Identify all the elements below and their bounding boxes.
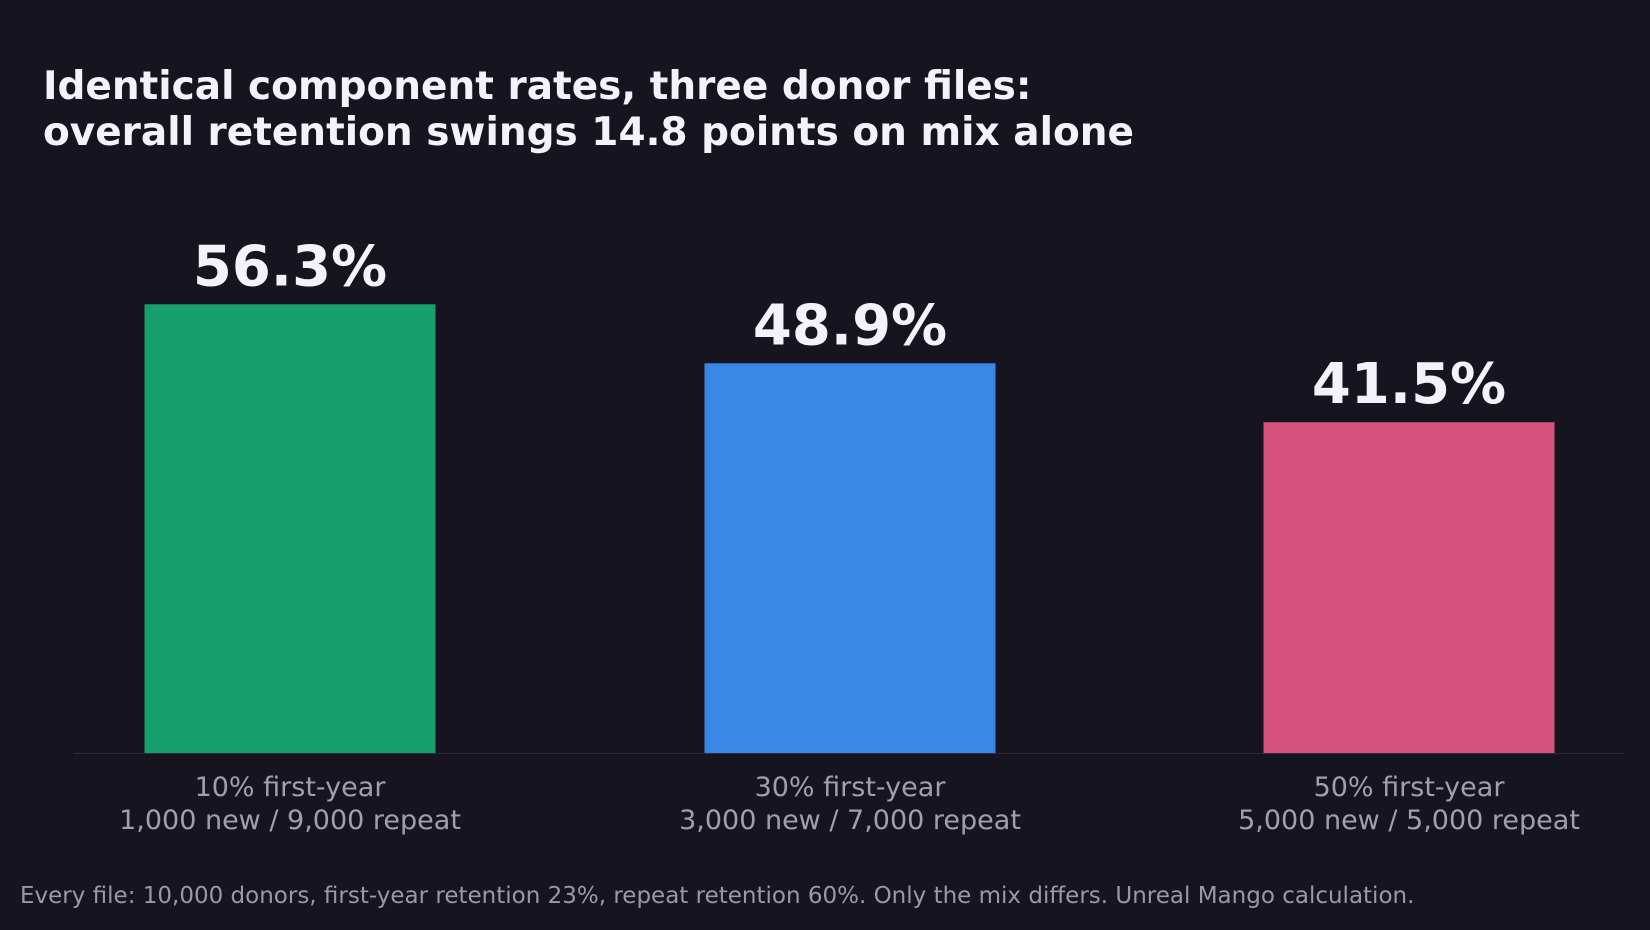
category-label-3-line-2: 5,000 new / 5,000 repeat	[1238, 805, 1580, 836]
chart-title-line-1: Identical component rates, three donor f…	[43, 64, 1032, 109]
chart-title: Identical component rates, three donor f…	[43, 64, 1134, 156]
chart-title-line-2: overall retention swings 14.8 points on …	[43, 110, 1134, 155]
value-label-3: 41.5%	[1312, 352, 1506, 417]
value-label-1: 56.3%	[193, 234, 387, 299]
value-label-2: 48.9%	[753, 293, 947, 358]
category-label-1-line-2: 1,000 new / 9,000 repeat	[119, 805, 461, 836]
bar-1	[144, 304, 436, 753]
footnote: Every file: 10,000 donors, first-year re…	[20, 883, 1415, 909]
bar-2	[704, 363, 996, 753]
value-labels-group: 56.3% 48.9% 41.5%	[193, 234, 1506, 417]
category-label-2-line-2: 3,000 new / 7,000 repeat	[679, 805, 1021, 836]
bar-3	[1263, 422, 1555, 753]
category-label-2-line-1: 30% first-year	[755, 772, 947, 803]
category-label-3-line-1: 50% first-year	[1314, 772, 1506, 803]
category-label-1-line-1: 10% first-year	[195, 772, 387, 803]
bars-group	[144, 304, 1555, 753]
